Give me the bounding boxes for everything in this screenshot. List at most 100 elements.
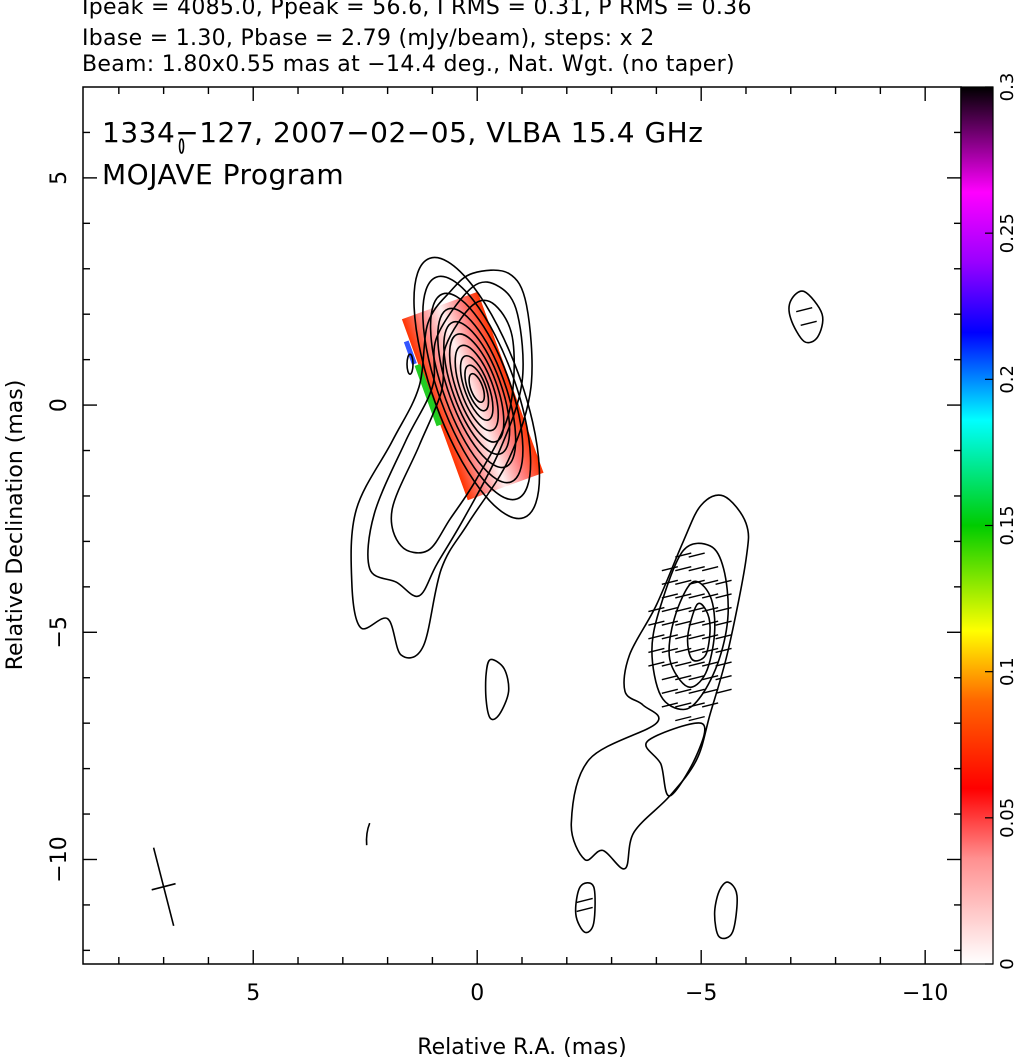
core-contour xyxy=(448,333,505,443)
colorbar-tick-label: 0.1 xyxy=(997,657,1018,686)
evpa-tick xyxy=(701,675,719,681)
x-tick-label: 5 xyxy=(246,981,260,1006)
evpa-tick xyxy=(675,634,692,640)
x-tick-label: −5 xyxy=(685,981,717,1006)
evpa-tick xyxy=(648,620,665,626)
evpa-tick xyxy=(688,702,705,708)
axes: 5 0 −5 −10 5 0 −5 −10 xyxy=(47,87,961,1006)
evpa-tick xyxy=(688,552,705,558)
intensity-contour xyxy=(484,658,510,721)
evpa-tick xyxy=(675,675,692,681)
evpa-tick xyxy=(661,647,678,654)
evpa-tick xyxy=(701,606,719,613)
evpa-tick xyxy=(688,579,705,585)
y-tick-label: 0 xyxy=(47,398,72,412)
evpa-tick xyxy=(675,620,692,626)
plot-frame xyxy=(82,86,962,965)
intensity-contour xyxy=(570,494,750,870)
evpa-ticks-layer xyxy=(576,306,817,913)
colorbar-tick-label: 0.3 xyxy=(997,73,1018,102)
evpa-tick xyxy=(661,565,678,572)
x-tick-label: −10 xyxy=(902,981,948,1006)
intensity-contour-small xyxy=(178,138,185,154)
x-tick-label: 0 xyxy=(470,981,484,1006)
colorbar-axis: 0 0.05 0.1 0.15 0.2 0.25 0.3 xyxy=(985,73,1018,970)
evpa-tick xyxy=(800,320,817,326)
evpa-tick xyxy=(661,606,678,613)
evpa-tick xyxy=(576,897,593,904)
colorbar-tick-label: 0.2 xyxy=(997,365,1018,394)
evpa-tick xyxy=(688,634,705,640)
intensity-contour xyxy=(788,290,824,344)
header-line-1: Ipeak = 4085.0, Ppeak = 56.6, I RMS = 0.… xyxy=(82,0,752,20)
evpa-tick xyxy=(648,634,665,640)
beam-minor-axis xyxy=(151,882,176,891)
intensity-contour xyxy=(645,722,706,797)
evpa-tick xyxy=(715,620,732,626)
beam-marker xyxy=(151,847,176,926)
evpa-tick xyxy=(688,620,705,626)
intensity-contour-small xyxy=(406,353,414,375)
core-contour xyxy=(454,344,500,432)
x-axis-title: Relative R.A. (mas) xyxy=(417,1035,626,1060)
evpa-tick xyxy=(796,306,813,313)
intensity-contour xyxy=(390,299,515,554)
evpa-tick xyxy=(675,688,692,695)
evpa-tick xyxy=(715,606,732,613)
core-contour xyxy=(443,320,511,456)
colorbar-tick-label: 0 xyxy=(997,958,1018,969)
evpa-tick xyxy=(688,688,705,695)
evpa-tick xyxy=(661,675,678,681)
evpa-tick xyxy=(701,688,719,695)
evpa-tick xyxy=(688,565,705,572)
colorbar-tick-label: 0.25 xyxy=(997,213,1018,253)
evpa-tick xyxy=(675,647,692,654)
evpa-tick xyxy=(661,579,678,585)
evpa-tick xyxy=(701,565,719,572)
evpa-tick xyxy=(688,647,705,654)
beam-cross xyxy=(151,847,176,926)
evpa-tick xyxy=(661,688,678,695)
evpa-tick xyxy=(675,579,692,585)
evpa-tick xyxy=(715,579,732,585)
evpa-tick xyxy=(675,715,692,722)
evpa-tick xyxy=(661,593,678,599)
evpa-tick xyxy=(701,702,719,708)
evpa-tick xyxy=(675,552,692,558)
evpa-tick xyxy=(688,593,705,599)
colorbar-tick-label: 0.15 xyxy=(997,505,1018,545)
evpa-tick xyxy=(661,634,678,640)
y-axis-title: Relative Declination (mas) xyxy=(3,380,28,671)
evpa-tick xyxy=(701,579,719,585)
evpa-tick xyxy=(715,675,732,681)
evpa-tick xyxy=(688,675,705,681)
core-contour xyxy=(413,256,541,520)
evpa-tick xyxy=(688,715,705,722)
evpa-tick xyxy=(715,647,732,654)
evpa-tick xyxy=(675,702,692,708)
evpa-tick xyxy=(661,620,678,626)
y-tick-label: −10 xyxy=(47,836,72,882)
evpa-tick xyxy=(648,661,665,667)
evpa-tick xyxy=(715,688,732,695)
evpa-tick xyxy=(701,620,719,626)
evpa-tick xyxy=(675,606,692,613)
evpa-tick xyxy=(576,906,593,913)
overlay-line-2: MOJAVE Program xyxy=(102,158,344,191)
evpa-tick xyxy=(661,661,678,667)
evpa-tick xyxy=(701,647,719,654)
intensity-contour xyxy=(574,881,596,934)
negative-contour xyxy=(365,822,371,846)
evpa-tick xyxy=(675,565,692,572)
evpa-tick xyxy=(688,606,705,613)
contour-layer xyxy=(178,138,824,940)
evpa-tick xyxy=(675,593,692,599)
evpa-tick xyxy=(701,634,719,640)
intensity-contour xyxy=(713,881,738,940)
intensity-contour xyxy=(350,269,533,659)
evpa-tick xyxy=(715,593,732,599)
core-contour xyxy=(459,354,494,422)
header-line-2: Ibase = 1.30, Pbase = 2.79 (mJy/beam), s… xyxy=(82,26,655,51)
y-tick-label: 5 xyxy=(47,171,72,185)
